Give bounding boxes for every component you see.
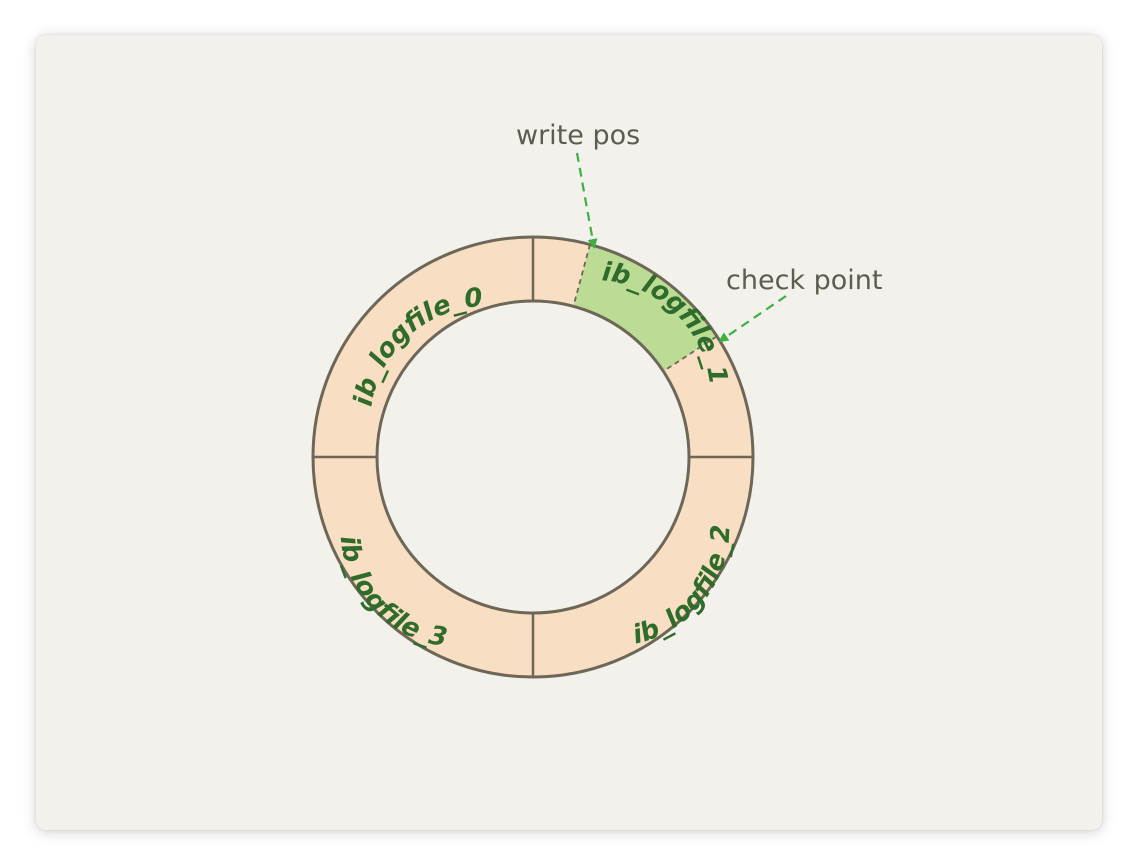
diagram-canvas: ib_logfile_0 ib_logfile_1 ib_logfile_2 i… bbox=[36, 35, 1102, 830]
check-point-label: check point bbox=[726, 265, 883, 296]
write-pos-marker bbox=[572, 244, 591, 307]
check-point-marker bbox=[662, 335, 718, 373]
check-point-arrow bbox=[718, 295, 787, 343]
active-log-region bbox=[573, 244, 717, 372]
write-pos-label: write pos bbox=[516, 120, 640, 151]
redo-log-ring-diagram: ib_logfile_0 ib_logfile_1 ib_logfile_2 i… bbox=[311, 120, 883, 679]
ring-inner-outline bbox=[375, 299, 691, 615]
ring-segment-2 bbox=[533, 457, 753, 677]
ring-segment-3 bbox=[313, 457, 533, 677]
write-pos-arrow bbox=[575, 152, 598, 249]
ring-segment-0 bbox=[313, 237, 533, 457]
